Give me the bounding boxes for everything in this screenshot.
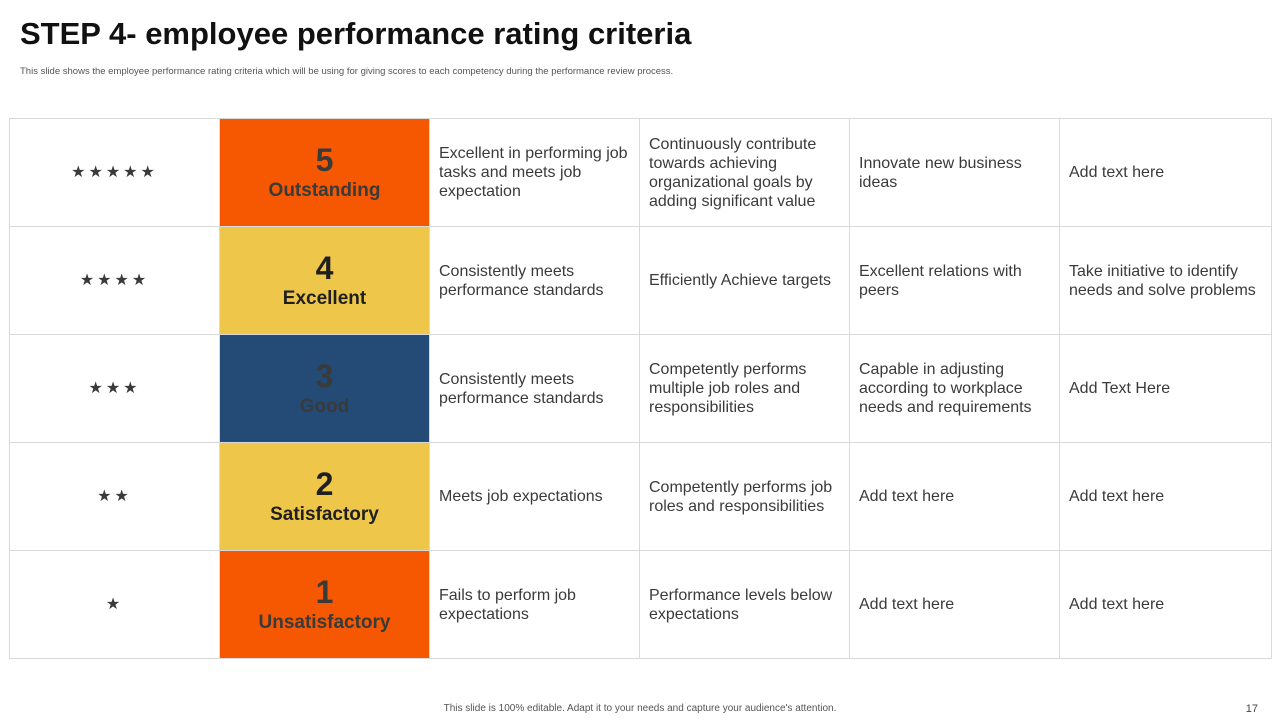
star-rating-icon: ★★ — [9, 442, 220, 551]
criteria-cell: Efficiently Achieve targets — [639, 226, 850, 335]
rating-number: 2 — [315, 465, 334, 502]
rating-row-3: ★★★ 3 Good Consistently meets performanc… — [9, 334, 1272, 443]
criteria-cell: Consistently meets performance standards — [429, 226, 640, 335]
criteria-cell: Take initiative to identify needs and so… — [1059, 226, 1272, 335]
criteria-cell: Fails to perform job expectations — [429, 550, 640, 659]
rating-row-4: ★★★★ 4 Excellent Consistently meets perf… — [9, 226, 1272, 335]
page-subtitle: This slide shows the employee performanc… — [20, 66, 674, 77]
criteria-cell: Add text here — [1059, 442, 1272, 551]
criteria-cell: Excellent in performing job tasks and me… — [429, 118, 640, 227]
page-title: STEP 4- employee performance rating crit… — [20, 16, 692, 51]
rating-label: Excellent — [282, 287, 367, 309]
rating-number: 5 — [315, 141, 334, 178]
criteria-cell: Add text here — [1059, 550, 1272, 659]
footer-note: This slide is 100% editable. Adapt it to… — [443, 703, 837, 714]
rating-label: Satisfactory — [270, 503, 379, 525]
rating-badge-good: 3 Good — [219, 334, 430, 443]
page-number: 17 — [1245, 703, 1258, 715]
criteria-cell: Capable in adjusting according to workpl… — [849, 334, 1060, 443]
criteria-cell: Continuously contribute towards achievin… — [639, 118, 850, 227]
star-rating-icon: ★★★ — [9, 334, 220, 443]
rating-label: Good — [299, 395, 350, 417]
criteria-cell: Excellent relations with peers — [849, 226, 1060, 335]
criteria-cell: Meets job expectations — [429, 442, 640, 551]
rating-row-5: ★★★★★ 5 Outstanding Excellent in perform… — [9, 118, 1272, 227]
criteria-cell: Competently performs multiple job roles … — [639, 334, 850, 443]
rating-criteria-table: ★★★★★ 5 Outstanding Excellent in perform… — [9, 118, 1272, 659]
star-rating-icon: ★ — [9, 550, 220, 659]
criteria-cell: Add Text Here — [1059, 334, 1272, 443]
star-rating-icon: ★★★★ — [9, 226, 220, 335]
rating-badge-satisfactory: 2 Satisfactory — [219, 442, 430, 551]
rating-label: Unsatisfactory — [258, 611, 391, 633]
criteria-cell: Performance levels below expectations — [639, 550, 850, 659]
rating-number: 1 — [315, 573, 334, 610]
rating-badge-outstanding: 5 Outstanding — [219, 118, 430, 227]
rating-row-2: ★★ 2 Satisfactory Meets job expectations… — [9, 442, 1272, 551]
star-rating-icon: ★★★★★ — [9, 118, 220, 227]
rating-badge-excellent: 4 Excellent — [219, 226, 430, 335]
criteria-cell: Competently performs job roles and respo… — [639, 442, 850, 551]
criteria-cell: Add text here — [1059, 118, 1272, 227]
rating-label: Outstanding — [268, 179, 381, 201]
rating-row-1: ★ 1 Unsatisfactory Fails to perform job … — [9, 550, 1272, 659]
criteria-cell: Innovate new business ideas — [849, 118, 1060, 227]
criteria-cell: Add text here — [849, 442, 1060, 551]
rating-badge-unsatisfactory: 1 Unsatisfactory — [219, 550, 430, 659]
criteria-cell: Consistently meets performance standards — [429, 334, 640, 443]
rating-number: 4 — [315, 249, 334, 286]
rating-number: 3 — [315, 357, 334, 394]
criteria-cell: Add text here — [849, 550, 1060, 659]
